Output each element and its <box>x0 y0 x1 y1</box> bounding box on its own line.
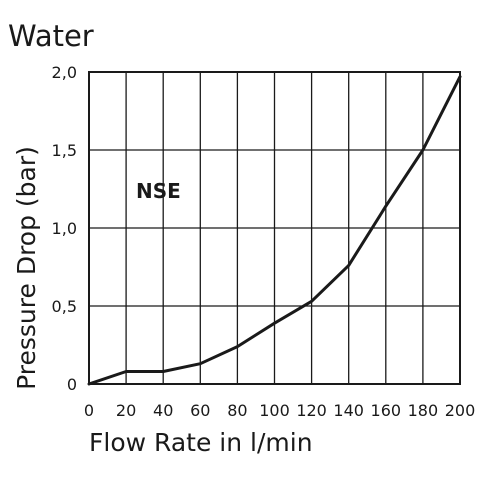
data-point-3 <box>199 363 201 365</box>
x-tick-label-4: 80 <box>227 401 247 420</box>
x-axis-label: Flow Rate in l/min <box>89 428 313 457</box>
x-tick-label-2: 40 <box>153 401 173 420</box>
data-point-5 <box>274 322 275 324</box>
y-tick-label-3: 1,5 <box>52 141 77 160</box>
y-tick-label-1: 0,5 <box>52 297 77 316</box>
plot-frame <box>88 71 461 385</box>
y-tick-label-0: 0 <box>67 375 77 394</box>
data-point-6 <box>311 300 313 302</box>
x-tick-label-3: 60 <box>190 401 210 420</box>
x-tick-labels: 0 20 40 60 80 100 120 140 160 180 200 <box>84 401 475 420</box>
x-tick-label-5: 100 <box>259 401 290 420</box>
data-point-1 <box>125 371 127 373</box>
data-point-10 <box>459 76 461 78</box>
x-tick-label-0: 0 <box>84 401 94 420</box>
y-tick-labels: 0 0,5 1,0 1,5 2,0 <box>52 63 77 394</box>
series-points <box>88 76 461 385</box>
data-point-0 <box>88 383 90 385</box>
y-axis-label: Pressure Drop (bar) <box>12 146 41 390</box>
x-tick-label-10: 200 <box>445 401 476 420</box>
data-point-7 <box>348 264 350 266</box>
x-tick-label-8: 160 <box>371 401 402 420</box>
grid <box>88 71 461 385</box>
data-point-8 <box>385 205 387 207</box>
x-tick-label-1: 20 <box>116 401 136 420</box>
x-tick-label-9: 180 <box>408 401 439 420</box>
y-tick-label-2: 1,0 <box>52 219 77 238</box>
x-tick-label-6: 120 <box>296 401 327 420</box>
series-annotation: NSE <box>136 179 181 203</box>
y-tick-label-4: 2,0 <box>52 63 77 82</box>
chart-title: Water <box>8 19 94 53</box>
data-point-9 <box>422 149 424 151</box>
data-point-4 <box>236 346 238 348</box>
x-tick-label-7: 140 <box>333 401 364 420</box>
data-point-2 <box>162 371 164 373</box>
